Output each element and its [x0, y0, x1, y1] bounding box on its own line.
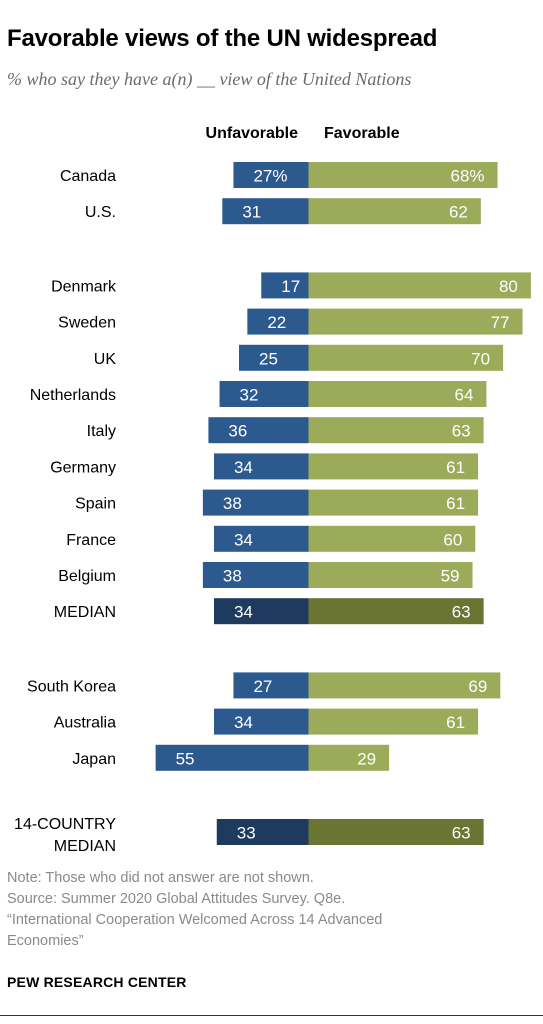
bar-favorable-australia — [308, 708, 479, 735]
value-label-favorable-spain: 61 — [446, 494, 465, 513]
value-label-favorable-median: 63 — [452, 603, 471, 622]
legend-unfavorable: Unfavorable — [206, 125, 299, 142]
footer-source-line: “International Cooperation Welcomed Acro… — [7, 912, 383, 928]
bar-unfavorable-netherlands — [219, 381, 309, 407]
brand-name: PEW RESEARCH CENTER — [7, 974, 187, 990]
bar-unfavorable-australia — [213, 708, 309, 735]
row-label-south-korea: South Korea — [27, 678, 116, 695]
row-label-denmark: Denmark — [51, 278, 117, 295]
row-label-belgium: Belgium — [58, 568, 116, 585]
bar-unfavorable-belgium — [202, 562, 309, 588]
row-label-sweden: Sweden — [58, 315, 116, 332]
bar-unfavorable-sweden — [247, 308, 309, 335]
value-label-favorable-sweden: 77 — [491, 313, 510, 332]
value-label-favorable-denmark: 80 — [499, 277, 518, 296]
diverging-bar-chart: Unfavorable Favorable 27% 68% Canada 31 62 U.S.… — [14, 125, 531, 855]
chart-footer: Note: Those who did not answer are not s… — [7, 868, 527, 952]
value-label-favorable-south-korea: 69 — [468, 677, 487, 696]
row-label-france: France — [66, 532, 116, 549]
value-label-unfavorable-netherlands: 32 — [240, 386, 259, 405]
value-label-favorable-japan: 29 — [357, 749, 376, 768]
value-label-unfavorable-sweden: 22 — [267, 313, 286, 332]
bar-unfavorable-median — [213, 598, 309, 625]
chart-subtitle: % who say they have a(n) __ view of the … — [7, 69, 412, 89]
bar-favorable-denmark — [308, 272, 531, 299]
row-label-uk: UK — [94, 351, 117, 368]
row-label-14-country-median: 14-COUNTRY — [14, 816, 116, 833]
row-label-japan: Japan — [72, 751, 116, 768]
bar-favorable-france — [308, 525, 476, 552]
row-label-germany: Germany — [50, 459, 116, 476]
value-label-unfavorable-south-korea: 27 — [253, 677, 272, 696]
bar-favorable-netherlands — [308, 381, 487, 407]
value-label-favorable-france: 60 — [443, 530, 462, 549]
bar-unfavorable-south-korea — [233, 672, 309, 699]
value-label-favorable-belgium: 59 — [441, 567, 460, 586]
value-label-unfavorable-japan: 55 — [176, 749, 195, 768]
value-label-favorable-uk: 70 — [471, 349, 490, 368]
value-label-unfavorable-australia: 34 — [234, 713, 253, 732]
bar-favorable-italy — [308, 417, 484, 444]
row-label-median: MEDIAN — [54, 604, 116, 621]
value-label-unfavorable-italy: 36 — [228, 422, 247, 441]
bar-favorable-canada — [308, 162, 498, 188]
bar-favorable-south-korea — [308, 672, 501, 699]
value-label-unfavorable-14-country-median: 33 — [237, 824, 256, 843]
bottom-divider — [0, 1015, 543, 1016]
row-label-u-s: U.S. — [85, 204, 116, 221]
footer-source-line: Economies” — [7, 933, 84, 949]
row-label-netherlands: Netherlands — [30, 387, 116, 404]
value-label-unfavorable-spain: 38 — [223, 494, 242, 513]
value-label-favorable-netherlands: 64 — [454, 386, 473, 405]
value-label-favorable-germany: 61 — [446, 458, 465, 477]
bar-unfavorable-japan — [155, 744, 309, 771]
bar-favorable-spain — [308, 489, 479, 516]
row-label-australia: Australia — [54, 715, 116, 732]
footer-source-line: Source: Summer 2020 Global Attitudes Sur… — [7, 891, 346, 907]
legend-favorable: Favorable — [324, 125, 400, 142]
value-label-favorable-australia: 61 — [446, 713, 465, 732]
value-label-unfavorable-france: 34 — [234, 530, 253, 549]
chart-title: Favorable views of the UN widespread — [7, 25, 438, 52]
row-label-canada: Canada — [60, 168, 116, 185]
value-label-unfavorable-germany: 34 — [234, 458, 253, 477]
value-label-unfavorable-belgium: 38 — [223, 567, 242, 586]
bar-unfavorable-france — [213, 525, 309, 552]
bar-favorable-japan — [308, 744, 390, 771]
bar-unfavorable-canada — [233, 162, 309, 188]
footer-note: Note: Those who did not answer are not s… — [7, 870, 314, 886]
bar-unfavorable-u-s — [222, 198, 309, 225]
value-label-favorable-canada: 68% — [451, 167, 485, 186]
value-label-unfavorable-median: 34 — [234, 603, 253, 622]
value-label-unfavorable-u-s: 31 — [242, 203, 261, 222]
bar-unfavorable-14-country-median — [216, 819, 309, 845]
bar-unfavorable-spain — [202, 489, 309, 516]
value-label-unfavorable-canada: 27% — [253, 167, 287, 186]
row-label-spain: Spain — [75, 496, 116, 513]
value-label-favorable-14-country-median: 63 — [452, 824, 471, 843]
bar-favorable-belgium — [308, 562, 473, 588]
bar-favorable-median — [308, 598, 484, 625]
bar-favorable-germany — [308, 453, 479, 480]
row-label-14-country-median: MEDIAN — [54, 838, 116, 855]
bar-unfavorable-denmark — [261, 272, 309, 299]
bar-favorable-14-country-median — [308, 819, 484, 845]
value-label-favorable-italy: 63 — [452, 422, 471, 441]
value-label-unfavorable-denmark: 17 — [281, 277, 300, 296]
bar-unfavorable-germany — [213, 453, 309, 480]
bar-favorable-uk — [308, 344, 504, 371]
value-label-favorable-u-s: 62 — [449, 203, 468, 222]
value-label-unfavorable-uk: 25 — [259, 349, 278, 368]
bar-unfavorable-italy — [208, 417, 309, 444]
bar-unfavorable-uk — [239, 344, 309, 371]
row-label-italy: Italy — [87, 423, 116, 440]
bar-favorable-u-s — [308, 198, 481, 225]
bar-favorable-sweden — [308, 308, 523, 335]
